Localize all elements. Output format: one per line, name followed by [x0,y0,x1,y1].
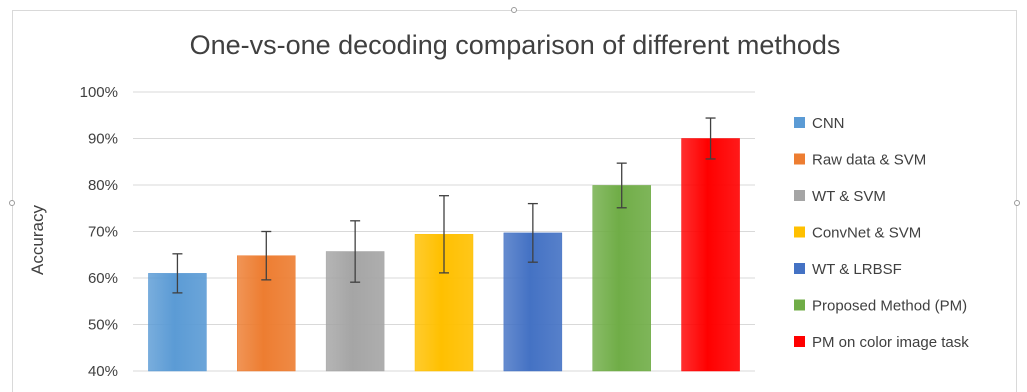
legend-label: CNN [812,115,845,132]
y-tick-label: 70% [88,224,118,241]
y-tick-label: 50% [88,317,118,334]
legend-label: Raw data & SVM [812,152,926,169]
chart-title: One-vs-one decoding comparison of differ… [189,30,841,60]
bar-6 [681,138,740,372]
legend-swatch [794,117,805,128]
legend-swatch [794,263,805,274]
y-tick-label: 90% [88,131,118,148]
y-tick-labels: 40% 50% 60% 70% 80% 90% 100% [80,84,118,380]
legend-label: ConvNet & SVM [812,225,921,242]
legend-swatch [794,190,805,201]
legend-swatch [794,299,805,311]
y-tick-label: 40% [88,363,118,380]
legend-swatch [794,153,805,165]
legend: CNN Raw data & SVM WT & SVM ConvNet & SVM WT… [794,115,969,351]
y-tick-label: 100% [80,84,118,101]
error-bars [172,117,716,294]
legend-label: WT & SVM [812,188,886,205]
y-tick-label: 60% [88,270,118,287]
resize-handle-top[interactable] [511,7,517,13]
bar-5 [592,185,651,372]
legend-swatch [794,336,805,347]
legend-label: PM on color image task [812,334,969,351]
resize-handle-left[interactable] [9,200,15,206]
resize-handle-right[interactable] [1014,200,1020,206]
legend-swatch [794,226,805,238]
legend-label: WT & LRBSF [812,261,902,278]
legend-label: Proposed Method (PM) [812,298,967,315]
y-tick-label: 80% [88,177,118,194]
